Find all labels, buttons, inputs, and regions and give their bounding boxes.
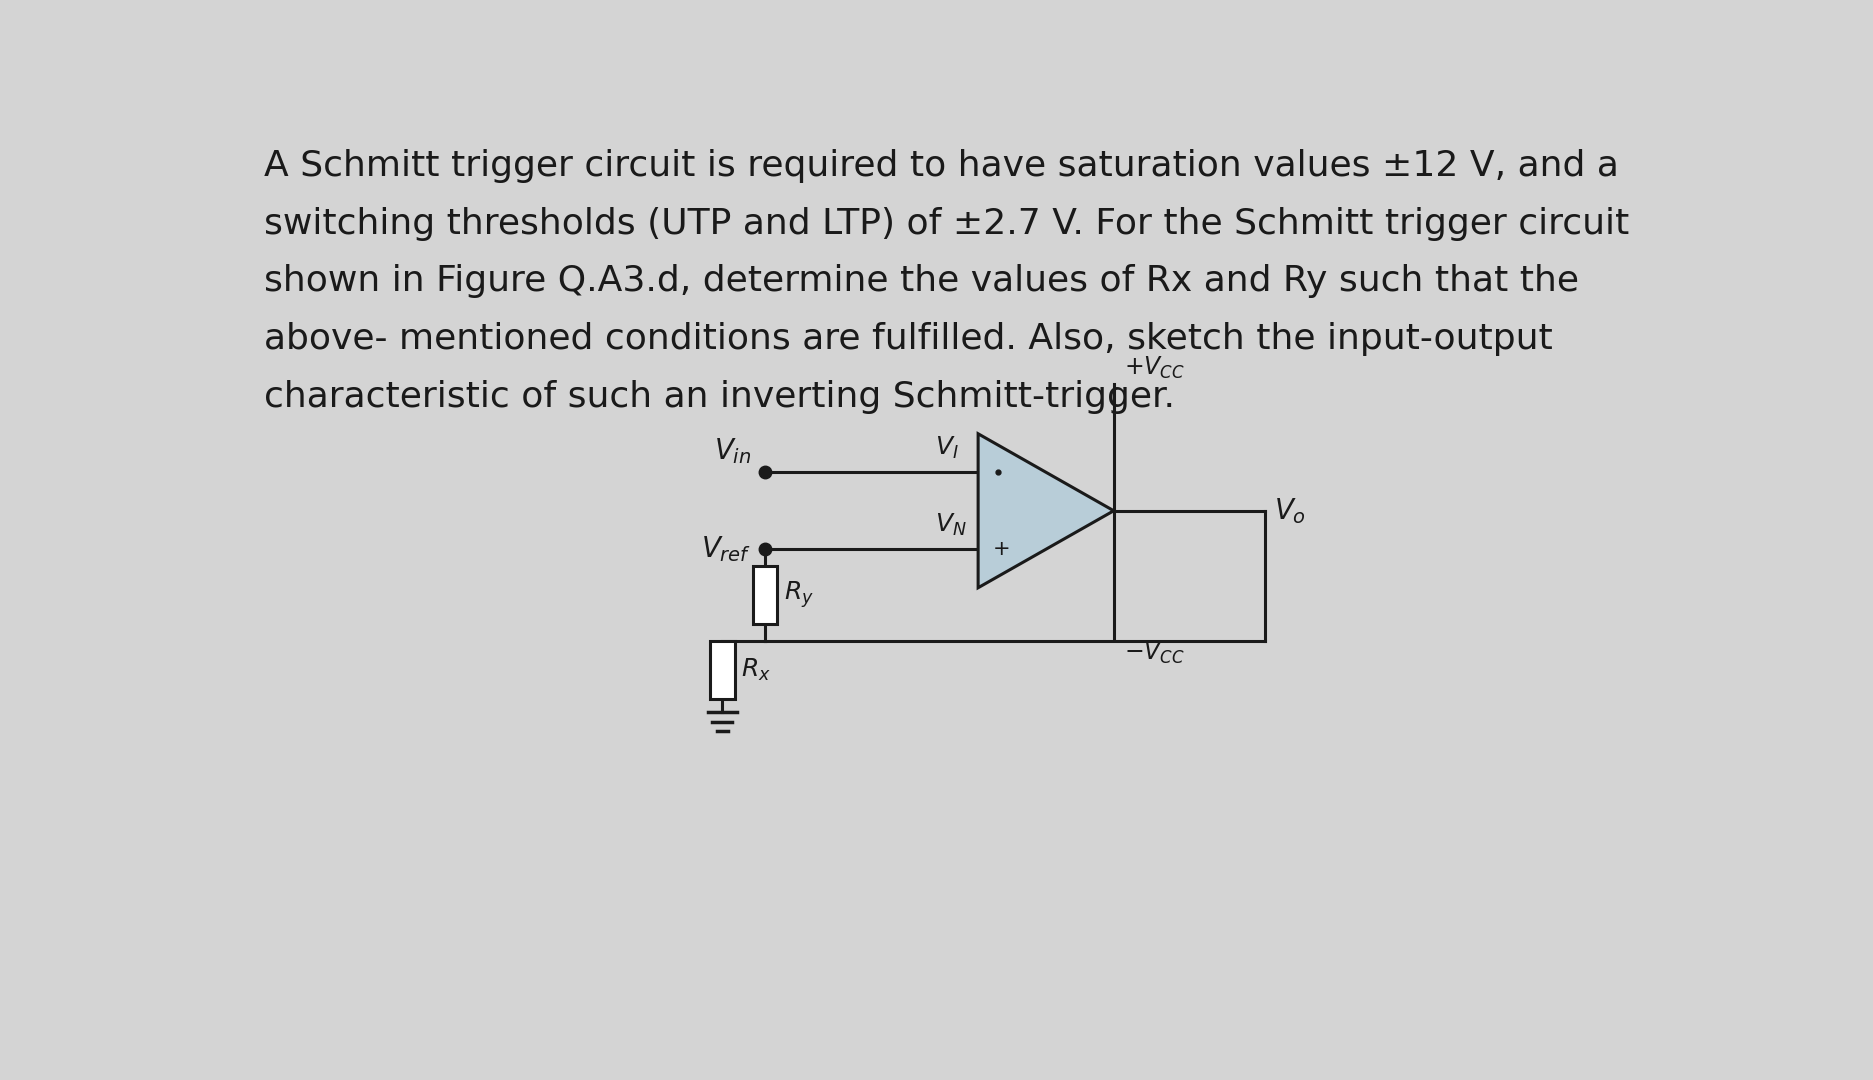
Polygon shape (978, 434, 1114, 588)
Text: $V_{in}$: $V_{in}$ (714, 436, 751, 467)
Bar (710, 640, 734, 699)
Text: $R_y$: $R_y$ (783, 580, 813, 610)
Text: A Schmitt trigger circuit is required to have saturation values ±12 V, and a: A Schmitt trigger circuit is required to… (264, 149, 1618, 183)
Text: $R_x$: $R_x$ (742, 657, 772, 683)
Text: $V_N$: $V_N$ (935, 512, 966, 539)
Text: $-V_{CC}$: $-V_{CC}$ (1124, 640, 1186, 666)
Text: $+V_{CC}$: $+V_{CC}$ (1124, 355, 1186, 381)
Text: switching thresholds (UTP and LTP) of ±2.7 V. For the Schmitt trigger circuit: switching thresholds (UTP and LTP) of ±2… (264, 206, 1630, 241)
Bar (753, 566, 777, 624)
Text: $V_{ref}$: $V_{ref}$ (701, 535, 751, 564)
Text: above- mentioned conditions are fulfilled. Also, sketch the input-output: above- mentioned conditions are fulfille… (264, 322, 1553, 356)
Text: $+$: $+$ (993, 539, 1010, 559)
Text: $V_I$: $V_I$ (935, 435, 959, 461)
Text: $V_o$: $V_o$ (1274, 496, 1305, 526)
Text: shown in Figure Q.A3.d, determine the values of Rx and Ry such that the: shown in Figure Q.A3.d, determine the va… (264, 265, 1579, 298)
Text: characteristic of such an inverting Schmitt-trigger.: characteristic of such an inverting Schm… (264, 380, 1174, 414)
